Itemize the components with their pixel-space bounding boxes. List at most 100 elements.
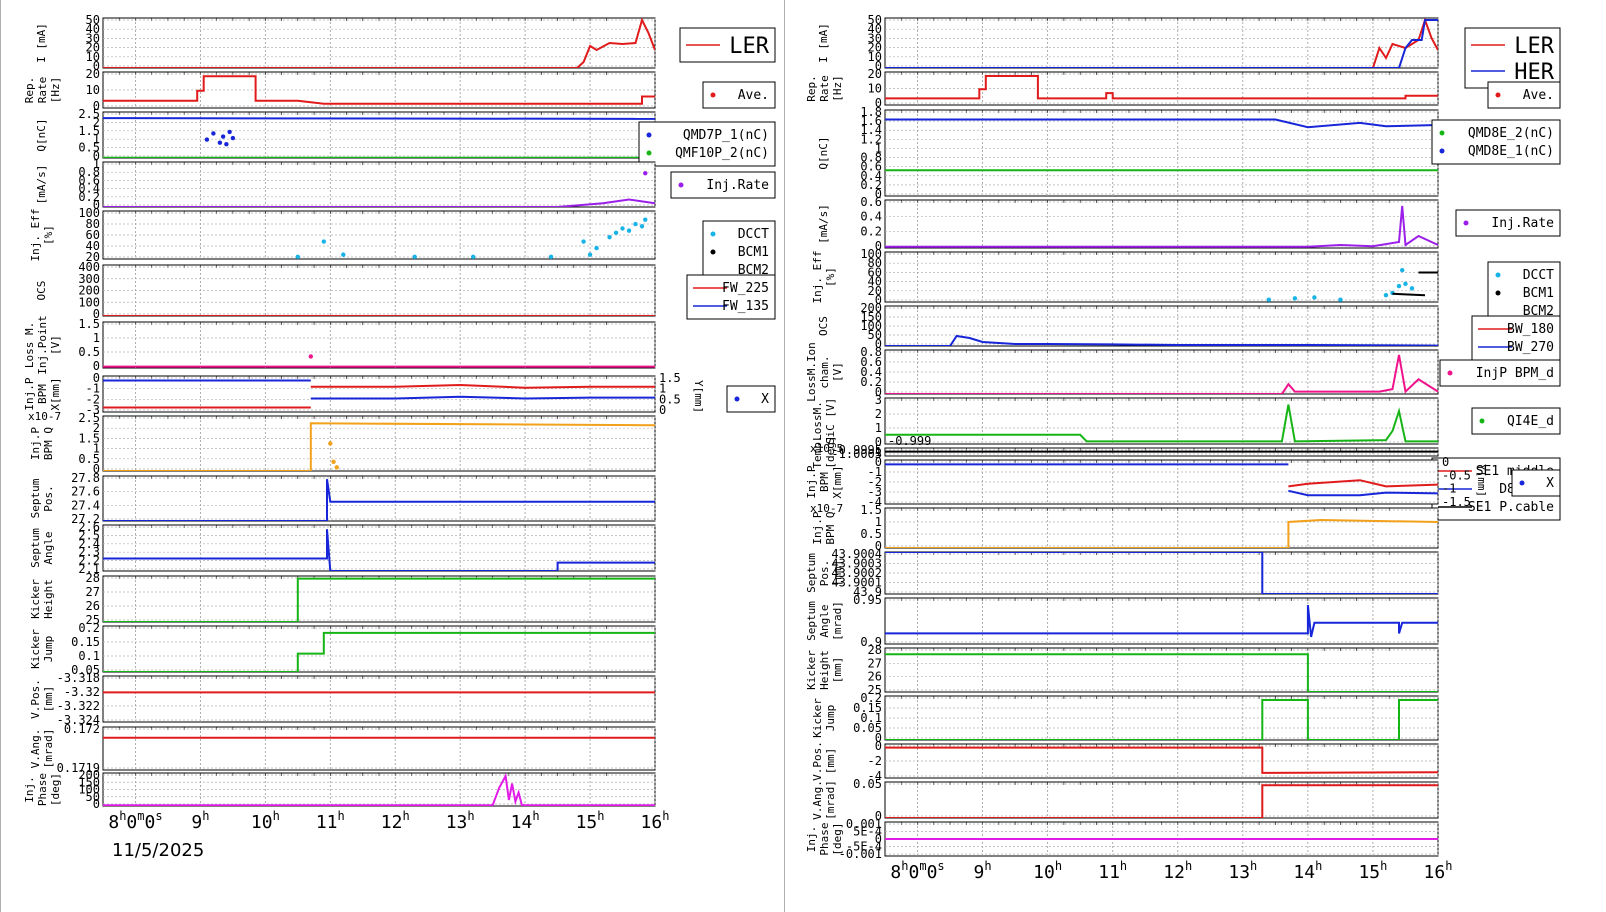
y-axis-label-line: Kicker <box>29 579 42 619</box>
y-axis-label-line: [deg] <box>831 822 844 855</box>
y-axis-label: Temp. [deg] <box>811 435 837 468</box>
panel-septum-pos-: 27.827.627.427.2 Septum Pos. <box>29 471 656 526</box>
series-line <box>103 529 655 571</box>
y2-tick-label: -0.5 <box>1442 468 1471 482</box>
time-tick-part: 15 <box>576 812 598 833</box>
time-tick-label: 10h <box>251 809 280 833</box>
panel-divider <box>0 0 1 912</box>
y-axis-label-line: Height <box>42 579 55 619</box>
legend-frame <box>1455 209 1561 237</box>
legend-label: DCCT <box>738 227 769 242</box>
legend-label: Inj.Rate <box>706 178 769 193</box>
panel-frame <box>884 251 1439 303</box>
y-tick-label: 50 <box>868 13 882 27</box>
series-line <box>1288 479 1438 488</box>
legend-frame <box>638 121 776 167</box>
series-group <box>885 354 1438 394</box>
y-axis-label-line: [%] <box>42 225 55 245</box>
y-tick-label: 0 <box>93 59 100 73</box>
y-tick-label: 50 <box>86 790 100 804</box>
panel-septum-angle-mrad-: 0.95 0.9 Septum Angle [mrad] <box>805 593 1439 649</box>
series-group <box>885 518 1438 548</box>
series-group <box>103 479 655 521</box>
y-tick-label: 0.05 <box>853 721 882 735</box>
panel-frame <box>102 375 656 413</box>
y-tick-label: 0.4 <box>860 210 882 224</box>
y-axis-label: I [mA] <box>817 23 830 63</box>
y-tick-label: 1 <box>875 141 882 155</box>
data-point <box>548 254 554 259</box>
y-tick-label: 20 <box>868 41 882 55</box>
series-line <box>103 631 655 672</box>
y-tick-label: 0 <box>875 739 882 753</box>
y-tick-label: 27 <box>86 585 100 599</box>
series-line <box>885 334 1438 346</box>
legend-swatch <box>1495 92 1501 98</box>
panel-frame <box>102 524 656 572</box>
y-tick-label: 0.2 <box>860 224 882 238</box>
time-tick-part: s <box>155 809 162 823</box>
y-axis-label-line: BPM <box>36 384 49 404</box>
series-line <box>885 354 1438 394</box>
y-axis-label-line: Loss M. <box>23 322 36 368</box>
y-axis-label-line: Septum <box>29 478 42 518</box>
y-tick-label: 2.2 <box>78 554 100 568</box>
y-tick-label: -1 <box>868 445 882 459</box>
y-tick-label: 43.9001 <box>831 576 882 590</box>
y-tick-label: 0.2 <box>860 691 882 705</box>
data-point <box>308 354 314 359</box>
y-axis-label-line: BPM Q <box>824 511 837 544</box>
series-line <box>103 18 655 68</box>
y-tick-label: 0 <box>93 149 100 163</box>
time-tick-part: h <box>1445 859 1452 873</box>
y2-tick-label: 1.5 <box>659 371 681 385</box>
y-tick-label: 1.8 <box>860 105 882 119</box>
panel-loss-m-inj-point-v-: 1.510.50 Loss M. Inj.Point [V] <box>23 315 656 375</box>
data-point <box>587 252 593 257</box>
y-tick-label: 0.1 <box>860 711 882 725</box>
y-axis-label-line: Rep. <box>23 77 36 104</box>
y-tick-label: 0.4 <box>860 365 882 379</box>
y-tick-label: -4 <box>868 769 882 783</box>
y-tick-label: 27.6 <box>71 485 100 499</box>
legend-label: BCM2 <box>1523 304 1554 319</box>
y-tick-label: 150 <box>860 310 882 324</box>
y-tick-label: 28 <box>868 643 882 657</box>
series-line <box>885 205 1438 248</box>
y-axis-label-line: Inj. Eff <box>811 251 824 304</box>
data-point <box>1383 292 1389 298</box>
legend: LER <box>679 27 776 63</box>
y-axis-label-line: Angle <box>818 604 831 637</box>
y-axis-label-line: I [mA] <box>817 23 830 63</box>
legend-label: BCM2 <box>738 263 769 278</box>
series-line <box>885 118 1438 129</box>
time-tick-part: 13 <box>446 812 468 833</box>
y-axis-label: OCS <box>817 316 830 336</box>
y-tick-label: 20 <box>86 250 100 264</box>
y-tick-label: 0.8 <box>78 165 100 179</box>
y-axis-label: V.Ang. [mrad] <box>29 729 55 769</box>
y-axis-label-line: Q[nC] <box>35 118 48 151</box>
legend-swatch <box>1479 418 1485 424</box>
time-tick-label: 15h <box>576 809 605 833</box>
y-tick-label: -5E-4 <box>846 840 882 854</box>
y-tick-label: -3 <box>86 403 100 417</box>
y-tick-label: -0.001 <box>839 847 882 861</box>
y-tick-label: 0.6 <box>860 195 882 209</box>
y-axis-label-line: Inj. Eff <box>29 209 42 262</box>
y-axis-label-line: Angle <box>42 531 55 564</box>
panel-v-ang-mrad-: 0.05 0 V.Ang. [mrad] <box>811 777 1439 823</box>
legend: X <box>726 385 776 413</box>
y-tick-label: 20 <box>86 41 100 55</box>
legend-swatch <box>646 132 652 138</box>
data-point <box>639 224 645 229</box>
time-tick-part: 0 <box>126 812 137 833</box>
y-tick-label: 1.5 <box>78 431 100 445</box>
panel-lossm-ion-cham-v-: 0.80.60.40.20 LossM.Ion cham. [V] InjP BPM_d <box>805 342 1561 402</box>
